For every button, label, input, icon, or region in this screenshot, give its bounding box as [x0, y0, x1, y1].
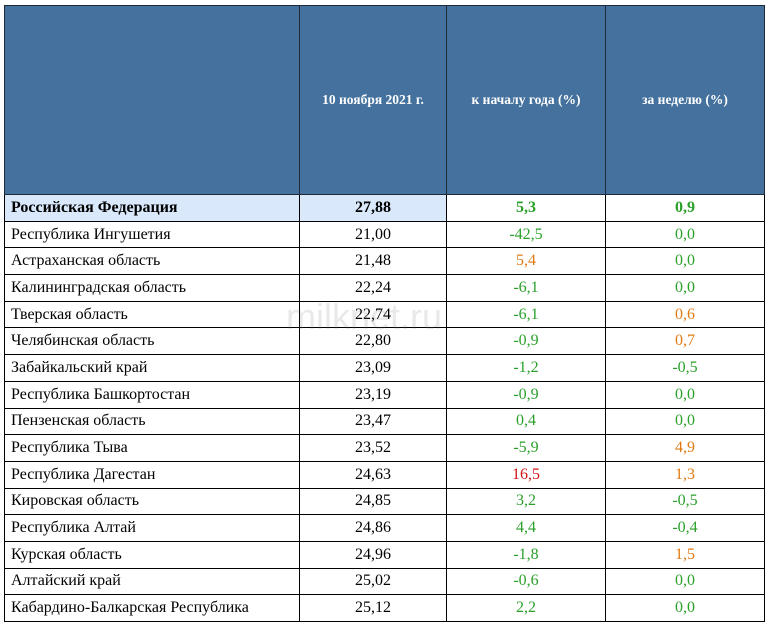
week-value: 0,0 — [605, 567, 765, 596]
ytd-value: -42,5 — [446, 220, 606, 249]
week-value: -0,4 — [605, 514, 765, 542]
region-name: Республика Алтай — [4, 514, 300, 542]
price-value: 22,80 — [299, 327, 447, 356]
ytd-value: -0,6 — [446, 567, 606, 596]
price-value: 23,19 — [299, 380, 447, 409]
week-value: 0,6 — [605, 300, 765, 329]
week-value: 0,0 — [605, 274, 765, 302]
week-value: 0,0 — [605, 220, 765, 249]
header-price-date: 10 ноября 2021 г. — [299, 5, 447, 195]
region-name: Республика Тыва — [4, 434, 300, 462]
region-name: Республика Ингушетия — [4, 220, 300, 249]
table-row: Республика Дагестан 24,63 16,5 1,3 — [4, 460, 765, 489]
region-name: Республика Дагестан — [4, 460, 300, 489]
table-row: Алтайский край 25,02 -0,6 0,0 — [4, 567, 765, 596]
price-value: 24,85 — [299, 487, 447, 516]
week-value: 4,9 — [605, 434, 765, 462]
ytd-value: 4,4 — [446, 514, 606, 542]
price-value: 24,63 — [299, 460, 447, 489]
table-row: Республика Тыва 23,52 -5,9 4,9 — [4, 434, 765, 462]
table-row: Российская Федерация 27,88 5,3 0,9 — [4, 194, 765, 222]
week-value: 0,0 — [605, 407, 765, 436]
ytd-value: 2,2 — [446, 594, 606, 622]
table-row: Забайкальский край 23,09 -1,2 -0,5 — [4, 354, 765, 382]
week-value: -0,5 — [605, 354, 765, 382]
price-value: 24,96 — [299, 540, 447, 569]
region-name: Курская область — [4, 540, 300, 569]
region-name: Астраханская область — [4, 247, 300, 276]
ytd-value: 16,5 — [446, 460, 606, 489]
region-name: Алтайский край — [4, 567, 300, 596]
table-row: Астраханская область 21,48 5,4 0,0 — [4, 247, 765, 276]
price-value: 25,12 — [299, 594, 447, 622]
week-value: 0,0 — [605, 380, 765, 409]
table-row: Республика Ингушетия 21,00 -42,5 0,0 — [4, 220, 765, 249]
price-value: 22,24 — [299, 274, 447, 302]
ytd-value: -5,9 — [446, 434, 606, 462]
price-value: 22,74 — [299, 300, 447, 329]
ytd-value: 3,2 — [446, 487, 606, 516]
header-ytd-change: к началу года (%) — [446, 5, 606, 195]
price-value: 25,02 — [299, 567, 447, 596]
region-name: Челябинская область — [4, 327, 300, 356]
region-name: Пензенская область — [4, 407, 300, 436]
ytd-value: -1,8 — [446, 540, 606, 569]
region-name: Калининградская область — [4, 274, 300, 302]
table-row: Республика Башкортостан 23,19 -0,9 0,0 — [4, 380, 765, 409]
ytd-value: -0,9 — [446, 380, 606, 409]
region-name: Тверская область — [4, 300, 300, 329]
table-row: Тверская область 22,74 -6,1 0,6 — [4, 300, 765, 329]
region-name: Кировская область — [4, 487, 300, 516]
week-value: 1,3 — [605, 460, 765, 489]
week-value: 0,7 — [605, 327, 765, 356]
table-row: Кировская область 24,85 3,2 -0,5 — [4, 487, 765, 516]
ytd-value: -1,2 — [446, 354, 606, 382]
price-value: 21,00 — [299, 220, 447, 249]
table-row: Курская область 24,96 -1,8 1,5 — [4, 540, 765, 569]
table-row: Калининградская область 22,24 -6,1 0,0 — [4, 274, 765, 302]
ytd-value: 5,3 — [446, 194, 606, 222]
header-region — [4, 5, 300, 195]
region-name: Забайкальский край — [4, 354, 300, 382]
price-value: 21,48 — [299, 247, 447, 276]
region-name: Кабардино-Балкарская Республика — [4, 594, 300, 622]
price-value: 23,09 — [299, 354, 447, 382]
region-name: Российская Федерация — [4, 194, 300, 222]
region-name: Республика Башкортостан — [4, 380, 300, 409]
ytd-value: 0,4 — [446, 407, 606, 436]
week-value: 0,9 — [605, 194, 765, 222]
price-value: 23,47 — [299, 407, 447, 436]
week-value: 0,0 — [605, 594, 765, 622]
header-week-change: за неделю (%) — [605, 5, 765, 195]
ytd-value: -6,1 — [446, 274, 606, 302]
ytd-value: 5,4 — [446, 247, 606, 276]
table-row: Кабардино-Балкарская Республика 25,12 2,… — [4, 594, 765, 622]
table-row: Республика Алтай 24,86 4,4 -0,4 — [4, 514, 765, 542]
price-table: 10 ноября 2021 г. к началу года (%) за н… — [4, 5, 765, 622]
week-value: -0,5 — [605, 487, 765, 516]
ytd-value: -6,1 — [446, 300, 606, 329]
week-value: 0,0 — [605, 247, 765, 276]
price-value: 24,86 — [299, 514, 447, 542]
price-value: 27,88 — [299, 194, 447, 222]
week-value: 1,5 — [605, 540, 765, 569]
ytd-value: -0,9 — [446, 327, 606, 356]
price-value: 23,52 — [299, 434, 447, 462]
header-row: 10 ноября 2021 г. к началу года (%) за н… — [4, 5, 765, 195]
table-row: Челябинская область 22,80 -0,9 0,7 — [4, 327, 765, 356]
table-row: Пензенская область 23,47 0,4 0,0 — [4, 407, 765, 436]
